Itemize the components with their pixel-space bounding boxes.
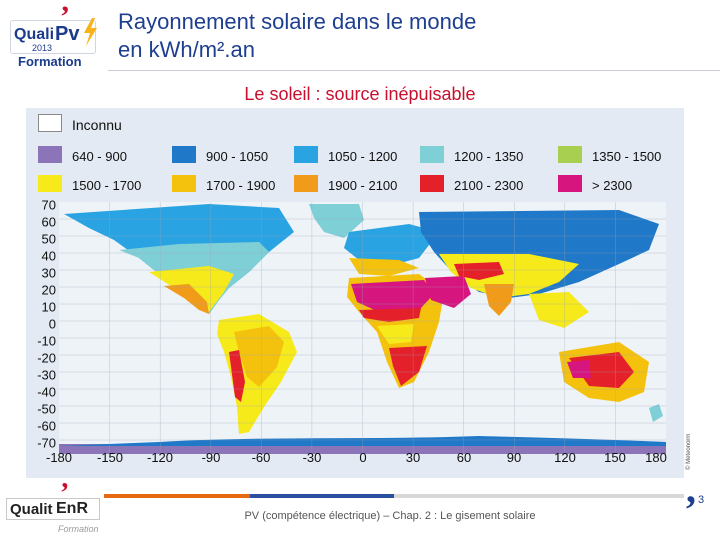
lat-tick-minus10: -10 <box>37 333 56 349</box>
legend-swatch-unknown <box>38 114 62 132</box>
europe <box>344 224 439 266</box>
lon-tick-60: 60 <box>456 450 472 465</box>
legend-swatch-4 <box>420 146 444 163</box>
logo-brand-quali: Quali <box>14 26 55 43</box>
mexico <box>164 284 209 314</box>
footer-bar-gray <box>394 494 684 498</box>
lon-tick-30: 30 <box>405 450 421 465</box>
qualitenr-logo-frame <box>6 498 100 520</box>
lat-tick-0: 0 <box>48 316 56 332</box>
legend-swatch-6 <box>38 175 62 192</box>
enr-logo-enr: EnR <box>56 500 88 517</box>
page-number: 3 <box>698 494 705 506</box>
lon-tick-minus60: -60 <box>251 450 271 465</box>
lat-tick-30: 30 <box>41 265 56 281</box>
footer-chapter-text: PV (compétence électrique) – Chap. 2 : L… <box>244 510 536 522</box>
southeast-asia <box>529 292 589 328</box>
page-title: Rayonnement solaire dans le monde en kWh… <box>118 8 558 64</box>
lat-tick-minus40: -40 <box>37 384 56 400</box>
subtitle: Le soleil : source inépuisable <box>244 84 476 104</box>
world-irradiance-map <box>59 202 666 454</box>
lat-tick-minus20: -20 <box>37 350 56 366</box>
iran-himalaya <box>454 262 504 280</box>
legend-label-4: 1200 - 1350 <box>454 149 524 164</box>
lon-tick-minus150: -150 <box>96 450 124 465</box>
legend-swatch-10 <box>558 175 582 192</box>
enr-logo-quali: Qualit <box>10 501 53 518</box>
legend-swatch-7 <box>172 175 196 192</box>
legend-label-7: 1700 - 1900 <box>206 178 276 193</box>
lat-tick-minus50: -50 <box>37 401 56 417</box>
legend-label-5: 1350 - 1500 <box>592 149 662 164</box>
qualipv-logo: ’ Quali Pv 2013 Formation <box>6 0 102 70</box>
lat-tick-minus70: -70 <box>37 435 56 451</box>
footer-bar-blue <box>250 494 394 498</box>
lat-tick-60: 60 <box>41 214 56 230</box>
page-number-badge: ’ 3 <box>682 487 720 540</box>
legend-label-1: 640 - 900 <box>72 149 127 164</box>
legend-swatch-1 <box>38 146 62 163</box>
title-line-1: Rayonnement solaire dans le monde <box>118 9 477 34</box>
lon-tick-minus90: -90 <box>201 450 221 465</box>
logo-apostrophe-icon: ’ <box>60 0 70 33</box>
africa-central <box>377 324 414 344</box>
lon-tick-minus180: -180 <box>45 450 73 465</box>
legend-label-2: 900 - 1050 <box>206 149 269 164</box>
legend-label-9: 2100 - 2300 <box>454 178 524 193</box>
legend-label-unknown: Inconnu <box>72 117 122 133</box>
legend-swatch-3 <box>294 146 318 163</box>
logo-brand-pv: Pv <box>55 23 80 45</box>
lon-tick-0: 0 <box>359 450 367 465</box>
legend-label-3: 1050 - 1200 <box>328 149 398 164</box>
sahara-border <box>359 308 421 322</box>
lon-tick-180: 180 <box>645 450 667 465</box>
title-divider <box>108 70 720 71</box>
lightning-bolt-icon <box>84 18 97 46</box>
enr-logo-formation: Formation <box>58 524 99 534</box>
footer-bar-orange <box>104 494 250 498</box>
legend-swatch-5 <box>558 146 582 163</box>
arabia <box>425 276 471 308</box>
legend-swatch-8 <box>294 175 318 192</box>
lon-tick-120: 120 <box>554 450 576 465</box>
lat-tick-40: 40 <box>41 248 56 264</box>
legend-label-8: 1900 - 2100 <box>328 178 398 193</box>
australia-west <box>567 360 591 378</box>
greenland <box>309 204 364 238</box>
lat-tick-10: 10 <box>41 299 56 315</box>
lat-tick-minus30: -30 <box>37 367 56 383</box>
legend-label-10: > 2300 <box>592 178 633 193</box>
lon-tick-150: 150 <box>604 450 626 465</box>
lat-tick-minus60: -60 <box>37 418 56 434</box>
lat-tick-20: 20 <box>41 282 56 298</box>
southern-africa <box>389 346 427 386</box>
qualipv-logo-frame <box>10 20 96 54</box>
legend-swatch-2 <box>172 146 196 163</box>
india <box>484 284 514 316</box>
legend-label-6: 1500 - 1700 <box>72 178 142 193</box>
europe-south <box>349 258 419 276</box>
lon-tick-minus30: -30 <box>302 450 322 465</box>
title-line-2: en kWh/m².an <box>118 37 255 62</box>
lat-tick-50: 50 <box>41 231 56 247</box>
page-apostrophe-icon: ’ <box>684 487 698 532</box>
legend-swatch-9 <box>420 175 444 192</box>
map-plot-area <box>59 202 666 454</box>
enr-apostrophe-icon: ’ <box>60 478 70 509</box>
lat-tick-70: 70 <box>41 197 56 213</box>
lon-tick-minus120: -120 <box>146 450 174 465</box>
solar-irradiance-map: Inconnu 640 - 900 900 - 1050 1050 - 1200… <box>26 108 684 478</box>
new-zealand <box>649 404 663 422</box>
lon-tick-90: 90 <box>506 450 522 465</box>
logo-year: 2013 <box>32 43 53 53</box>
qualitenr-logo: ’ Qualit EnR Formation <box>6 478 102 540</box>
logo-formation: Formation <box>18 54 82 69</box>
graticule <box>59 202 666 454</box>
map-credit: © Meteonorm <box>686 433 692 470</box>
